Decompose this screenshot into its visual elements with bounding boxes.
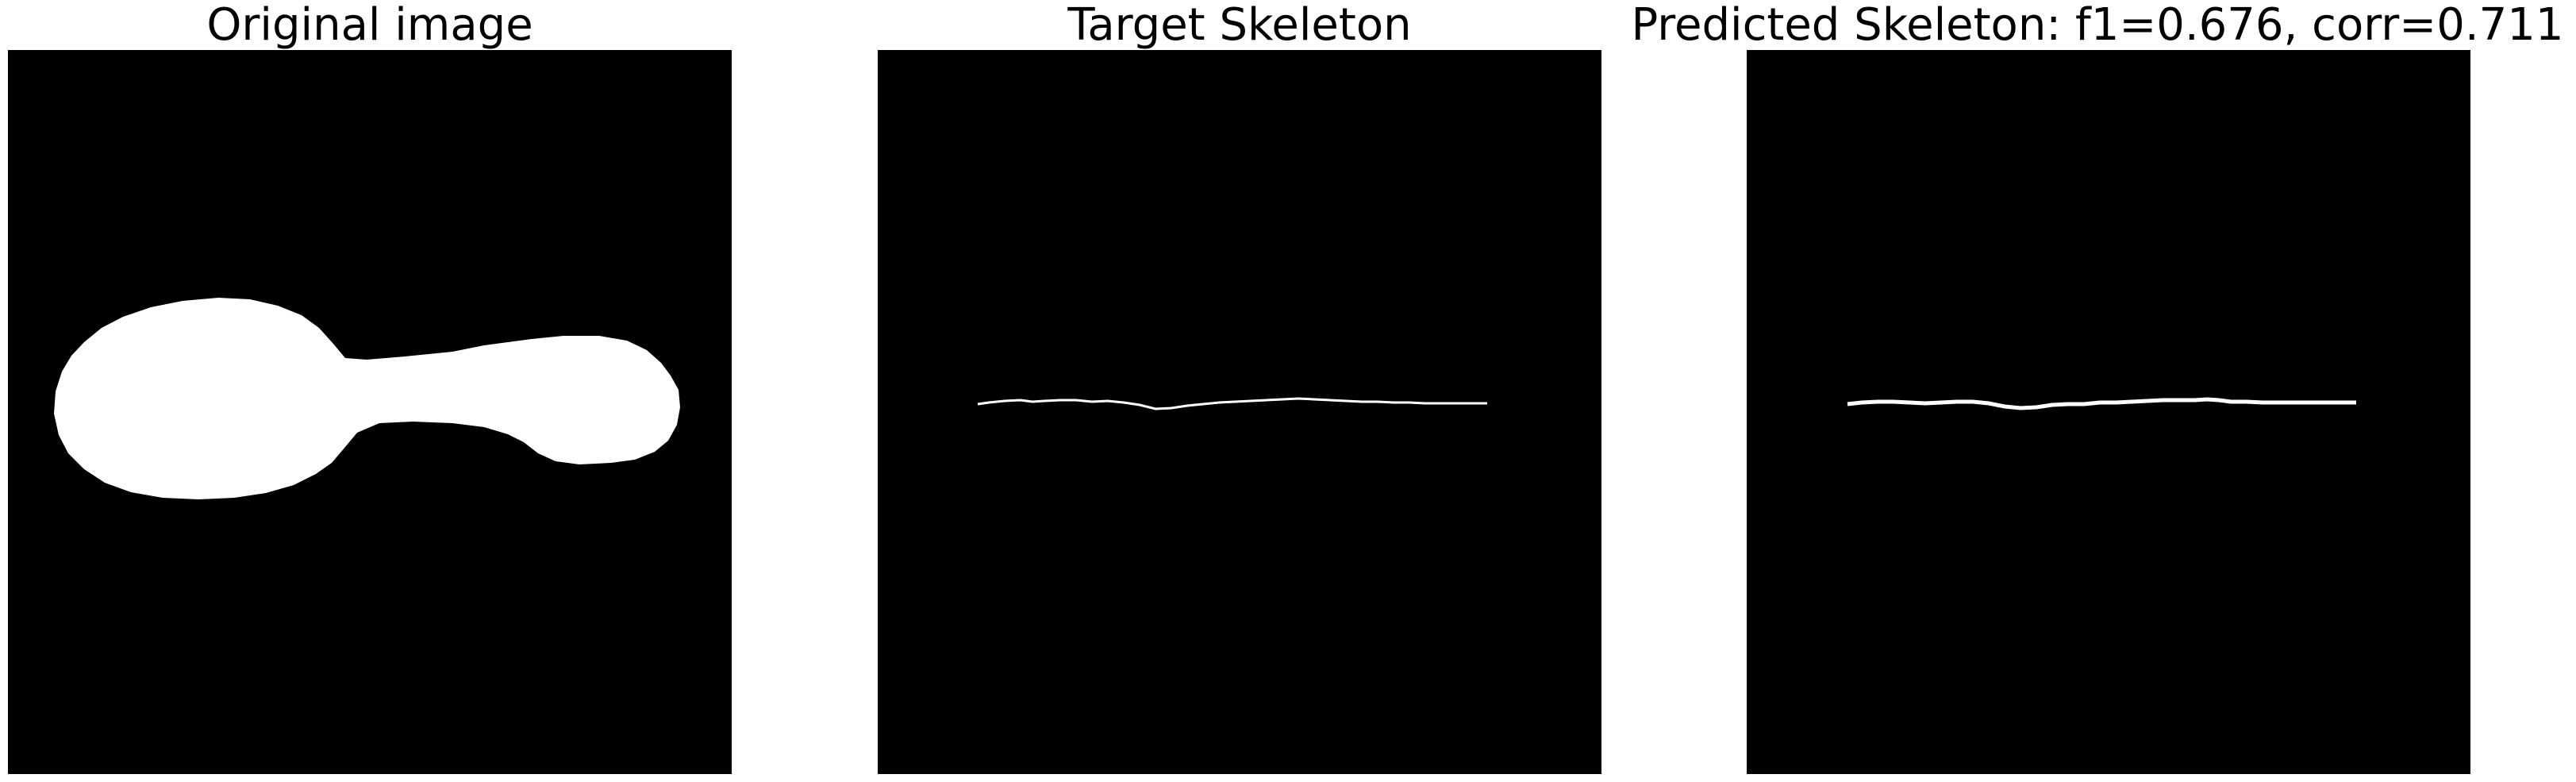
predicted-skeleton-line <box>1847 397 2356 410</box>
target-skeleton-line <box>977 397 1487 410</box>
panel-title-predicted-skeleton: Predicted Skeleton: f1=0.676, corr=0.711 <box>1631 0 2564 51</box>
image-background <box>1747 50 2470 774</box>
original-blob-shape <box>54 298 680 499</box>
panel-title-target-skeleton: Target Skeleton <box>1067 0 1412 51</box>
predicted-skeleton-panel <box>1747 50 2470 774</box>
image-background <box>878 50 1601 774</box>
panel-title-original-image: Original image <box>206 0 533 51</box>
original-image-panel <box>8 50 732 774</box>
target-skeleton-panel <box>878 50 1601 774</box>
